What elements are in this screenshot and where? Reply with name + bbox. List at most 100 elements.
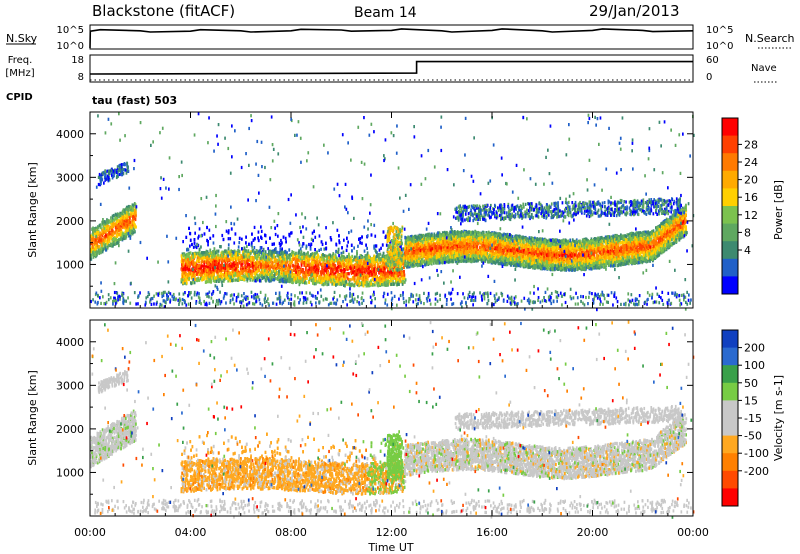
scatter-cell	[314, 236, 316, 239]
scatter-cell	[123, 208, 125, 211]
scatter-cell	[386, 244, 388, 247]
scatter-cell	[103, 182, 105, 185]
scatter-cell	[111, 220, 113, 223]
scatter-cell	[91, 228, 93, 231]
scatter-cell	[105, 233, 107, 236]
noise-right-tick-bottom: 10^0	[706, 41, 733, 52]
freq-line	[90, 62, 693, 74]
scatter-cell	[100, 251, 102, 254]
noise-line	[90, 29, 693, 48]
scatter-cell	[115, 226, 117, 229]
scatter-cell	[105, 178, 107, 181]
scatter-cell	[197, 236, 199, 239]
scatter-cell	[323, 248, 325, 251]
noise-left-tick-bottom: 10^0	[57, 41, 84, 52]
scatter-cell	[102, 239, 104, 242]
scatter-cell	[101, 178, 103, 181]
scatter-cell	[104, 220, 106, 223]
scatter-cell	[132, 208, 134, 211]
scatter-cell	[117, 165, 119, 168]
scatter-cell	[258, 231, 260, 234]
scatter-cell	[343, 239, 345, 242]
scatter-cell	[357, 245, 359, 248]
freq-left-tick-bottom: 8	[78, 72, 84, 83]
noise-right-tick-top: 10^5	[706, 25, 733, 36]
beam-title: Beam 14	[354, 5, 417, 21]
nave-label: Nave	[751, 63, 777, 74]
scatter-cell	[117, 235, 119, 238]
nsky-label: N.Sky	[6, 32, 38, 45]
scatter-cell	[109, 231, 111, 234]
scatter-cell	[111, 169, 113, 172]
scatter-cell	[99, 239, 101, 242]
radar-figure: Blackstone (fitACF) Beam 14 29/Jan/2013 …	[0, 0, 800, 554]
scatter-cell	[107, 219, 109, 222]
scatter-cell	[281, 247, 283, 250]
scatter-cell	[98, 240, 100, 243]
scatter-cell	[233, 241, 235, 244]
scatter-cell	[119, 169, 121, 172]
scatter-cell	[128, 213, 130, 216]
scatter-cell	[100, 182, 102, 185]
scatter-cell	[181, 254, 183, 257]
scatter-cell	[133, 221, 135, 224]
scatter-cell	[129, 216, 131, 219]
freq-left-tick-top: 18	[71, 55, 84, 66]
scatter-cell	[99, 234, 101, 237]
scatter-cell	[129, 232, 131, 235]
scatter-cell	[118, 238, 120, 241]
scatter-cell	[97, 251, 99, 254]
scatter-cell	[318, 249, 320, 252]
scatter-cell	[102, 250, 104, 253]
scatter-cell	[105, 249, 107, 252]
scatter-cell	[337, 229, 339, 232]
scatter-cell	[105, 240, 107, 243]
scatter-cell	[90, 235, 92, 238]
scatter-cell	[122, 216, 124, 219]
freq-frame	[90, 55, 693, 82]
scatter-cell	[351, 255, 353, 258]
scatter-cell	[113, 241, 115, 244]
noise-left-tick-top: 10^5	[57, 25, 84, 36]
scatter-cell	[254, 246, 256, 249]
station-title: Blackstone (fitACF)	[92, 2, 235, 20]
scatter-cell	[226, 230, 228, 233]
noise-panel: N.Sky 10^5 10^0 10^5 10^0 N.Search	[6, 25, 795, 52]
scatter-cell	[234, 279, 236, 282]
scatter-cell	[209, 229, 211, 232]
scatter-cell	[100, 224, 102, 227]
scatter-cell	[238, 241, 240, 244]
scatter-cell	[110, 216, 112, 219]
scatter-cell	[111, 229, 113, 232]
scatter-cell	[120, 236, 122, 239]
scatter-cell	[110, 243, 112, 246]
frequency-panel: Freq. [MHz] 18 8 60 0 Nave	[5, 55, 778, 83]
scatter-cell	[121, 170, 123, 173]
scatter-cell	[361, 242, 363, 245]
scatter-cell	[118, 229, 120, 232]
scatter-cell	[319, 234, 321, 237]
scatter-cell	[92, 230, 94, 233]
scatter-cell	[312, 232, 314, 235]
scatter-cell	[124, 236, 126, 239]
scatter-cell	[119, 164, 121, 167]
scatter-cell	[122, 234, 124, 237]
scatter-cell	[115, 243, 117, 246]
scatter-cell	[128, 221, 130, 224]
scatter-cell	[117, 241, 119, 244]
scatter-cell	[114, 217, 116, 220]
scatter-cell	[380, 247, 382, 250]
scatter-cell	[114, 231, 116, 234]
scatter-cell	[240, 267, 242, 270]
scatter-cell	[130, 206, 132, 209]
scatter-cell	[104, 227, 106, 230]
scatter-cell	[96, 231, 98, 234]
scatter-cell	[122, 225, 124, 228]
scatter-cell	[102, 172, 104, 175]
scatter-cell	[107, 233, 109, 236]
scatter-cell	[91, 238, 93, 241]
scatter-cell	[92, 246, 94, 249]
scatter-cell	[374, 235, 376, 238]
scatter-cell	[98, 250, 100, 253]
